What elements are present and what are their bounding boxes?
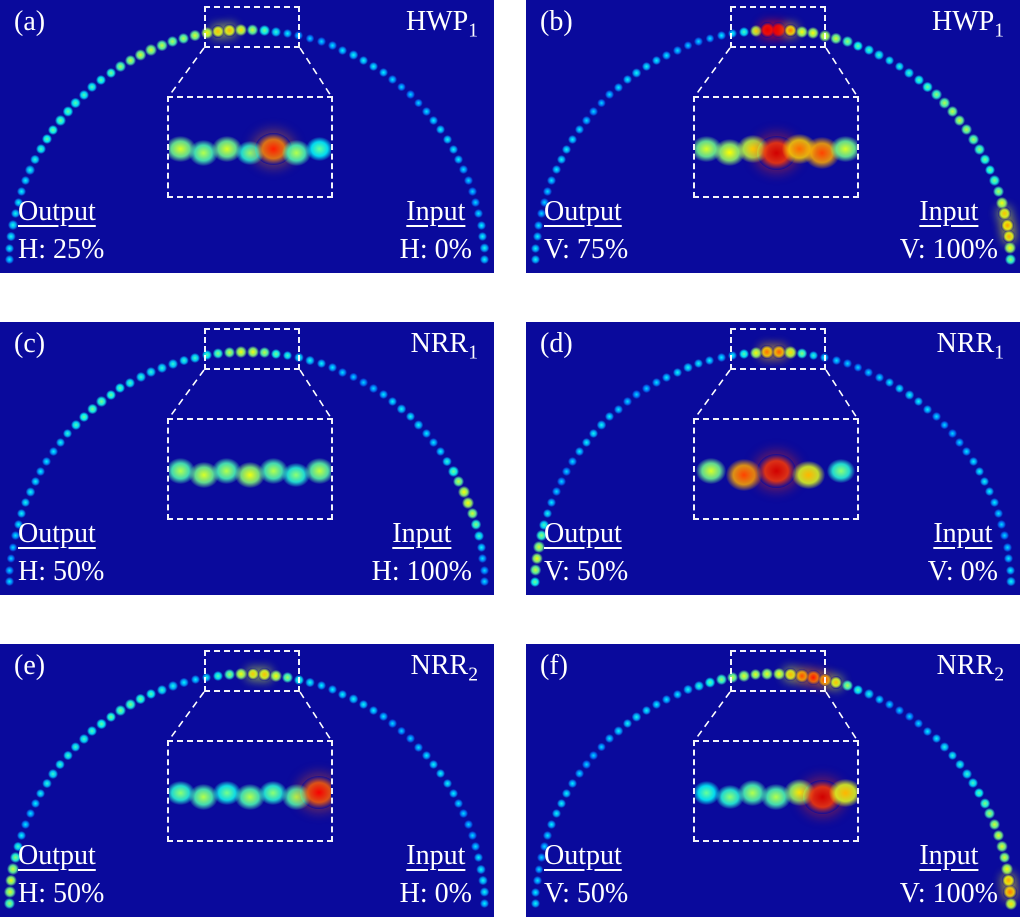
- input-block: Input V: 100%: [900, 839, 998, 910]
- zoom-source-box: [204, 328, 300, 370]
- input-block: Input H: 100%: [372, 517, 472, 588]
- output-label: Output: [544, 195, 622, 227]
- output-block: Output V: 50%: [544, 839, 628, 910]
- output-block: Output H: 50%: [18, 839, 104, 910]
- zoom-source-box: [730, 6, 826, 48]
- device-label: NRR2: [937, 650, 1004, 687]
- input-value: H: 0%: [399, 233, 472, 265]
- device-label: NRR2: [411, 650, 478, 687]
- zoom-inset-box: [167, 418, 333, 520]
- panel-letter: (f): [540, 650, 568, 681]
- panel-letter: (e): [14, 650, 46, 681]
- zoom-inset-box: [693, 740, 859, 842]
- device-name: HWP: [931, 6, 995, 37]
- device-name: NRR: [936, 650, 995, 681]
- panel-letter: (c): [14, 328, 46, 359]
- zoom-inset-image: [695, 742, 857, 840]
- output-block: Output H: 25%: [18, 195, 104, 266]
- input-block: Input V: 100%: [900, 195, 998, 266]
- input-label: Input: [919, 195, 979, 227]
- panel-d: (d) NRR1 Output V: 50% Input V: 0%: [526, 322, 1020, 595]
- device-label: HWP1: [406, 6, 478, 43]
- output-block: Output V: 75%: [544, 195, 628, 266]
- waveguide-arc-image: [0, 322, 494, 595]
- device-subscript: 1: [468, 20, 478, 42]
- output-label: Output: [18, 195, 96, 227]
- zoom-inset-box: [693, 418, 859, 520]
- device-subscript: 2: [994, 664, 1004, 686]
- zoom-inset-box: [693, 96, 859, 198]
- device-label: HWP1: [932, 6, 1004, 43]
- output-label: Output: [18, 839, 96, 871]
- waveguide-arc-image: [526, 322, 1020, 595]
- panel-b: (b) HWP1 Output V: 75% Input V: 100%: [526, 0, 1020, 273]
- input-block: Input H: 0%: [400, 195, 472, 266]
- zoom-inset-image: [169, 742, 331, 840]
- panel-letter: (d): [540, 328, 573, 359]
- zoom-source-box: [730, 328, 826, 370]
- input-value: V: 100%: [899, 233, 998, 265]
- input-label: Input: [919, 839, 979, 871]
- device-subscript: 1: [994, 342, 1004, 364]
- input-value: H: 100%: [371, 555, 472, 587]
- panel-c: (c) NRR1 Output H: 50% Input H: 100%: [0, 322, 494, 595]
- input-value: V: 0%: [927, 555, 998, 587]
- input-value: V: 100%: [899, 877, 998, 909]
- zoom-inset-box: [167, 96, 333, 198]
- input-value: H: 0%: [399, 877, 472, 909]
- device-name: NRR: [410, 650, 469, 681]
- output-label: Output: [18, 517, 96, 549]
- input-block: Input H: 0%: [400, 839, 472, 910]
- device-subscript: 2: [468, 664, 478, 686]
- output-label: Output: [544, 839, 622, 871]
- panel-letter: (a): [14, 6, 46, 37]
- output-value: H: 50%: [18, 555, 105, 587]
- output-value: V: 50%: [544, 877, 629, 909]
- waveguide-arc-image: [526, 0, 1020, 273]
- input-label: Input: [406, 839, 466, 871]
- waveguide-arc-image: [526, 644, 1020, 917]
- zoom-source-box: [730, 650, 826, 692]
- zoom-source-box: [204, 650, 300, 692]
- device-label: NRR1: [411, 328, 478, 365]
- device-subscript: 1: [994, 20, 1004, 42]
- zoom-source-box: [204, 6, 300, 48]
- device-name: NRR: [936, 328, 995, 359]
- panel-letter: (b): [540, 6, 573, 37]
- input-label: Input: [392, 517, 452, 549]
- zoom-inset-image: [695, 420, 857, 518]
- output-value: H: 25%: [18, 233, 105, 265]
- output-label: Output: [544, 517, 622, 549]
- output-value: H: 50%: [18, 877, 105, 909]
- zoom-inset-image: [169, 98, 331, 196]
- zoom-inset-box: [167, 740, 333, 842]
- waveguide-arc-image: [0, 644, 494, 917]
- zoom-inset-image: [695, 98, 857, 196]
- output-block: Output H: 50%: [18, 517, 104, 588]
- zoom-inset-image: [169, 420, 331, 518]
- panel-a: (a) HWP1 Output H: 25% Input H: 0%: [0, 0, 494, 273]
- device-label: NRR1: [937, 328, 1004, 365]
- output-value: V: 50%: [544, 555, 629, 587]
- device-name: NRR: [410, 328, 469, 359]
- device-subscript: 1: [468, 342, 478, 364]
- device-name: HWP: [405, 6, 469, 37]
- panel-e: (e) NRR2 Output H: 50% Input H: 0%: [0, 644, 494, 917]
- input-label: Input: [933, 517, 993, 549]
- panel-f: (f) NRR2 Output V: 50% Input V: 100%: [526, 644, 1020, 917]
- input-block: Input V: 0%: [928, 517, 998, 588]
- output-block: Output V: 50%: [544, 517, 628, 588]
- output-value: V: 75%: [544, 233, 629, 265]
- input-label: Input: [406, 195, 466, 227]
